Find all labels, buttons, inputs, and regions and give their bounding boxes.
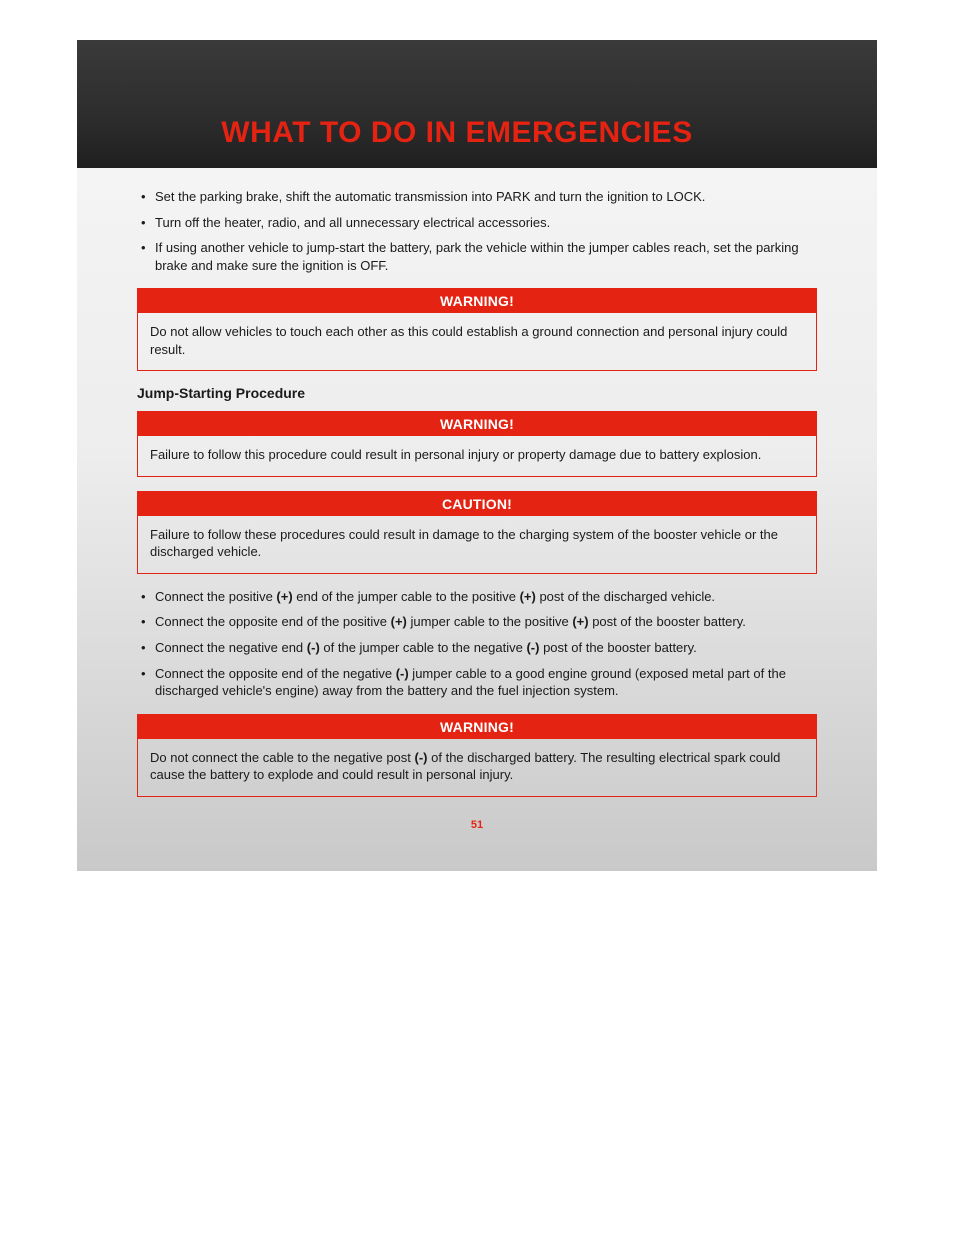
procedure-bullet-list: Connect the positive (+) end of the jump… (137, 588, 817, 700)
list-item: If using another vehicle to jump-start t… (137, 239, 817, 274)
text: post of the booster battery. (589, 614, 746, 629)
header-band: WHAT TO DO IN EMERGENCIES (77, 40, 877, 168)
bold-symbol: (-) (307, 640, 320, 655)
warning-body: Do not allow vehicles to touch each othe… (138, 313, 816, 370)
page-content: Set the parking brake, shift the automat… (77, 168, 877, 797)
caution-body: Failure to follow these procedures could… (138, 516, 816, 573)
caution-box: CAUTION! Failure to follow these procedu… (137, 491, 817, 574)
warning-box: WARNING! Do not connect the cable to the… (137, 714, 817, 797)
text: Connect the positive (155, 589, 276, 604)
warning-body: Failure to follow this procedure could r… (138, 436, 816, 476)
warning-body: Do not connect the cable to the negative… (138, 739, 816, 796)
prep-bullet-list: Set the parking brake, shift the automat… (137, 188, 817, 274)
bold-symbol: (-) (415, 750, 428, 765)
list-item: Connect the opposite end of the negative… (137, 665, 817, 700)
text: post of the booster battery. (539, 640, 696, 655)
page-number: 51 (77, 819, 877, 831)
list-item: Connect the negative end (-) of the jump… (137, 639, 817, 657)
text: Connect the opposite end of the positive (155, 614, 391, 629)
list-item: Connect the opposite end of the positive… (137, 613, 817, 631)
warning-header: WARNING! (138, 289, 816, 313)
warning-box: WARNING! Failure to follow this procedur… (137, 411, 817, 477)
warning-box: WARNING! Do not allow vehicles to touch … (137, 288, 817, 371)
bold-symbol: (+) (520, 589, 536, 604)
page-title: WHAT TO DO IN EMERGENCIES (77, 116, 877, 150)
subheading: Jump-Starting Procedure (137, 385, 817, 401)
text: Connect the negative end (155, 640, 307, 655)
document-page: WHAT TO DO IN EMERGENCIES Set the parkin… (77, 40, 877, 871)
text: Do not connect the cable to the negative… (150, 750, 415, 765)
text: post of the discharged vehicle. (536, 589, 715, 604)
bold-symbol: (+) (276, 589, 292, 604)
text: jumper cable to the positive (407, 614, 572, 629)
bold-symbol: (-) (526, 640, 539, 655)
warning-header: WARNING! (138, 715, 816, 739)
list-item: Connect the positive (+) end of the jump… (137, 588, 817, 606)
bold-symbol: (+) (391, 614, 407, 629)
text: Connect the opposite end of the negative (155, 666, 396, 681)
caution-header: CAUTION! (138, 492, 816, 516)
list-item: Set the parking brake, shift the automat… (137, 188, 817, 206)
bold-symbol: (+) (572, 614, 588, 629)
list-item: Turn off the heater, radio, and all unne… (137, 214, 817, 232)
text: of the jumper cable to the negative (320, 640, 527, 655)
text: end of the jumper cable to the positive (293, 589, 520, 604)
warning-header: WARNING! (138, 412, 816, 436)
bold-symbol: (-) (396, 666, 409, 681)
